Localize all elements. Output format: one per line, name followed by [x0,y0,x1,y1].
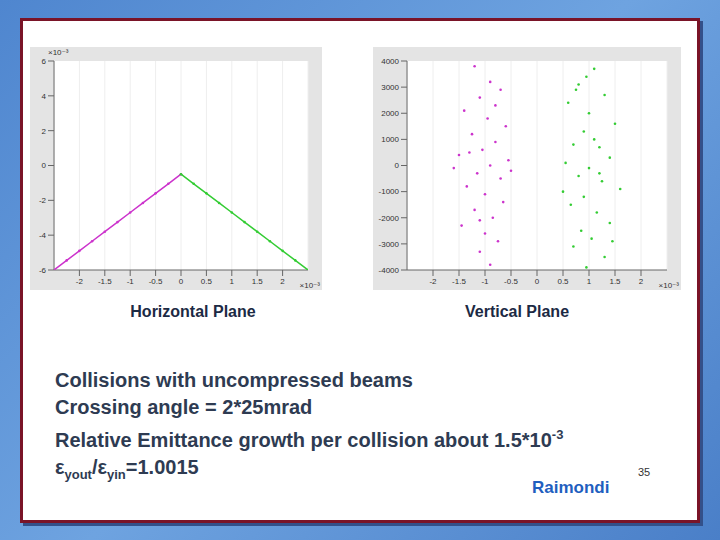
svg-text:2: 2 [280,277,285,286]
svg-text:0: 0 [535,277,540,286]
svg-text:-1.5: -1.5 [452,277,466,286]
svg-text:4000: 4000 [381,57,399,66]
svg-text:-2: -2 [76,277,84,286]
html-text:εyout/εyin=1.0015: εyout/εyin=1.0015 [55,455,199,482]
svg-text:1: 1 [587,277,592,286]
svg-text:-1: -1 [481,277,489,286]
html-text:×10⁻³: ×10⁻³ [658,281,679,290]
svg-text:0: 0 [42,161,47,170]
svg-text:-2: -2 [39,196,47,205]
svg-text:4: 4 [42,92,47,101]
html-text:Relative Emittance growth per: Relative Emittance growth per collision … [55,427,564,451]
svg-text:3000: 3000 [381,83,399,92]
svg-text:-1.5: -1.5 [98,277,112,286]
svg-text:1: 1 [230,277,235,286]
html-text:Crossing angle = 2*25mrad: Crossing angle = 2*25mrad [55,396,313,418]
svg-text:6: 6 [42,57,47,66]
svg-text:-1: -1 [127,277,135,286]
html-text:Collisions with uncompressed b: Collisions with uncompressed beams [55,369,413,391]
svg-text:-0.5: -0.5 [149,277,163,286]
svg-text:-2: -2 [429,277,437,286]
svg-text:-0.5: -0.5 [504,277,518,286]
svg-text:-1000: -1000 [379,187,400,196]
html-text:×10⁻³: ×10⁻³ [299,281,320,290]
svg-text:1.5: 1.5 [252,277,264,286]
svg-text:2: 2 [42,127,47,136]
svg-text:-6: -6 [39,266,47,275]
svg-text:-4: -4 [39,231,47,240]
html-text:Horizontal Plane: Horizontal Plane [130,303,256,320]
svg-text:-4000: -4000 [379,266,400,275]
svg-text:0.5: 0.5 [557,277,569,286]
svg-text:0.5: 0.5 [201,277,213,286]
html-text:Vertical Plane: Vertical Plane [465,303,569,320]
svg-text:-2000: -2000 [379,214,400,223]
svg-text:0: 0 [395,161,400,170]
svg-text:1.5: 1.5 [609,277,621,286]
svg-text:2000: 2000 [381,109,399,118]
svg-text:-3000: -3000 [379,240,400,249]
svg-text:0: 0 [179,277,184,286]
html-text:35: 35 [638,466,651,478]
html-text:Raimondi: Raimondi [532,478,610,497]
svg-text:1000: 1000 [381,135,399,144]
html-text:×10⁻³: ×10⁻³ [48,48,69,57]
svg-text:2: 2 [639,277,644,286]
